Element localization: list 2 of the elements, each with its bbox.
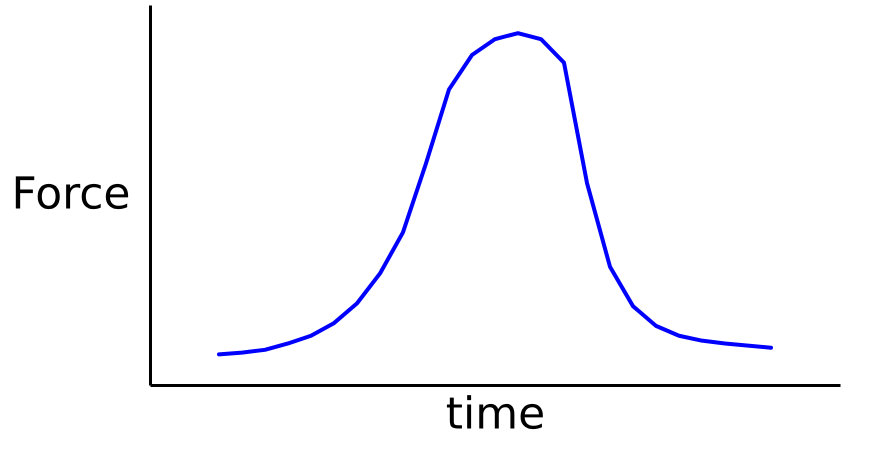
y-axis-title: Force (11, 168, 130, 220)
x-axis-title: time (446, 388, 546, 440)
